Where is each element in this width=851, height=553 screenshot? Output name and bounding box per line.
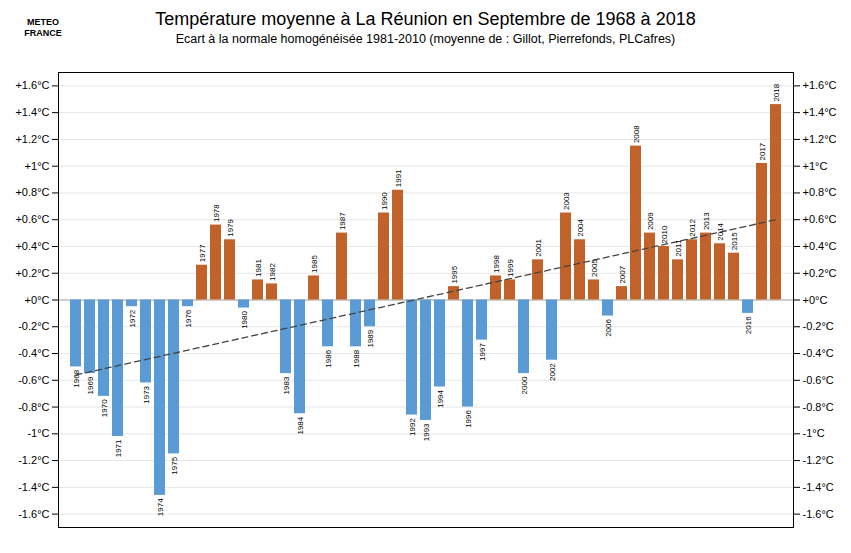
- svg-text:1974: 1974: [156, 498, 165, 516]
- svg-text:1999: 1999: [506, 259, 515, 277]
- svg-text:-0.2°C: -0.2°C: [803, 320, 834, 332]
- svg-text:+0.8°C: +0.8°C: [803, 186, 837, 198]
- svg-text:2017: 2017: [758, 142, 767, 160]
- svg-text:1988: 1988: [352, 349, 361, 367]
- svg-text:+0.6°C: +0.6°C: [803, 213, 837, 225]
- svg-text:2001: 2001: [534, 239, 543, 257]
- svg-text:1990: 1990: [380, 192, 389, 210]
- svg-text:-0.2°C: -0.2°C: [18, 320, 49, 332]
- svg-text:+0.2°C: +0.2°C: [15, 267, 49, 279]
- svg-text:-1.6°C: -1.6°C: [803, 508, 834, 520]
- svg-text:+1.6°C: +1.6°C: [15, 79, 49, 91]
- svg-text:-0.4°C: -0.4°C: [803, 347, 834, 359]
- svg-text:+0°C: +0°C: [25, 294, 50, 306]
- svg-text:2006: 2006: [604, 319, 613, 337]
- svg-text:-1.4°C: -1.4°C: [18, 481, 49, 493]
- svg-text:1991: 1991: [394, 169, 403, 187]
- svg-text:1984: 1984: [296, 416, 305, 434]
- svg-text:+0.4°C: +0.4°C: [15, 240, 49, 252]
- html-text:Ecart à la normale homogénéisé: Ecart à la normale homogénéisée 1981-201…: [175, 32, 676, 46]
- svg-text:1978: 1978: [212, 204, 221, 222]
- svg-text:2016: 2016: [744, 316, 753, 334]
- svg-text:+1.4°C: +1.4°C: [15, 106, 49, 118]
- svg-text:1994: 1994: [436, 389, 445, 407]
- svg-text:+0.4°C: +0.4°C: [803, 240, 837, 252]
- svg-text:-0.4°C: -0.4°C: [18, 347, 49, 359]
- svg-text:1992: 1992: [408, 418, 417, 436]
- svg-text:1975: 1975: [170, 456, 179, 474]
- svg-text:1973: 1973: [142, 385, 151, 403]
- svg-text:2012: 2012: [688, 218, 697, 236]
- svg-text:1998: 1998: [492, 255, 501, 273]
- svg-text:+1°C: +1°C: [25, 160, 50, 172]
- svg-text:-0.6°C: -0.6°C: [18, 374, 49, 386]
- svg-text:+0.6°C: +0.6°C: [15, 213, 49, 225]
- html-text:Température moyenne à La Réuni: Température moyenne à La Réunion en Sept…: [155, 9, 696, 29]
- svg-text:1979: 1979: [226, 218, 235, 236]
- svg-text:2007: 2007: [618, 265, 627, 283]
- svg-text:2003: 2003: [562, 192, 571, 210]
- svg-text:+1.2°C: +1.2°C: [15, 133, 49, 145]
- svg-text:+1.2°C: +1.2°C: [803, 133, 837, 145]
- html-text:METEO: METEO: [27, 17, 59, 28]
- svg-text:1985: 1985: [310, 255, 319, 273]
- svg-text:1997: 1997: [478, 343, 487, 361]
- svg-text:1996: 1996: [464, 410, 473, 428]
- svg-text:+1.4°C: +1.4°C: [803, 106, 837, 118]
- svg-text:-1.2°C: -1.2°C: [803, 454, 834, 466]
- svg-text:2015: 2015: [730, 232, 739, 250]
- svg-text:+1.6°C: +1.6°C: [803, 79, 837, 91]
- svg-text:1971: 1971: [114, 439, 123, 457]
- svg-text:-1°C: -1°C: [27, 427, 49, 439]
- svg-text:1977: 1977: [198, 244, 207, 262]
- svg-text:1983: 1983: [282, 376, 291, 394]
- svg-text:2011: 2011: [674, 239, 683, 257]
- html-text:FRANCE: FRANCE: [24, 28, 62, 38]
- svg-text:1968: 1968: [72, 369, 81, 387]
- svg-text:1972: 1972: [128, 309, 137, 327]
- svg-text:1970: 1970: [100, 399, 109, 417]
- svg-text:1981: 1981: [254, 259, 263, 277]
- svg-text:1987: 1987: [338, 212, 347, 230]
- svg-text:+0°C: +0°C: [803, 294, 828, 306]
- svg-text:+1°C: +1°C: [803, 160, 828, 172]
- svg-text:2004: 2004: [576, 218, 585, 236]
- svg-text:2013: 2013: [702, 212, 711, 230]
- svg-text:+0.8°C: +0.8°C: [15, 186, 49, 198]
- svg-text:1993: 1993: [422, 423, 431, 441]
- svg-text:2008: 2008: [632, 125, 641, 143]
- svg-text:2002: 2002: [548, 363, 557, 381]
- svg-text:2005: 2005: [590, 259, 599, 277]
- svg-text:-1.2°C: -1.2°C: [18, 454, 49, 466]
- svg-text:2014: 2014: [716, 222, 725, 240]
- svg-text:1989: 1989: [366, 329, 375, 347]
- svg-text:1976: 1976: [184, 309, 193, 327]
- svg-text:-0.8°C: -0.8°C: [18, 401, 49, 413]
- svg-text:1995: 1995: [450, 265, 459, 283]
- svg-text:-1°C: -1°C: [803, 427, 825, 439]
- svg-text:-1.6°C: -1.6°C: [18, 508, 49, 520]
- svg-text:-1.4°C: -1.4°C: [803, 481, 834, 493]
- svg-text:2000: 2000: [520, 376, 529, 394]
- svg-text:1969: 1969: [86, 376, 95, 394]
- svg-text:-0.8°C: -0.8°C: [803, 401, 834, 413]
- svg-text:2010: 2010: [660, 225, 669, 243]
- svg-text:2009: 2009: [646, 212, 655, 230]
- svg-text:1986: 1986: [324, 349, 333, 367]
- svg-text:1980: 1980: [240, 310, 249, 328]
- svg-text:+0.2°C: +0.2°C: [803, 267, 837, 279]
- svg-text:1982: 1982: [268, 263, 277, 281]
- svg-text:2018: 2018: [772, 83, 781, 101]
- svg-text:-0.6°C: -0.6°C: [803, 374, 834, 386]
